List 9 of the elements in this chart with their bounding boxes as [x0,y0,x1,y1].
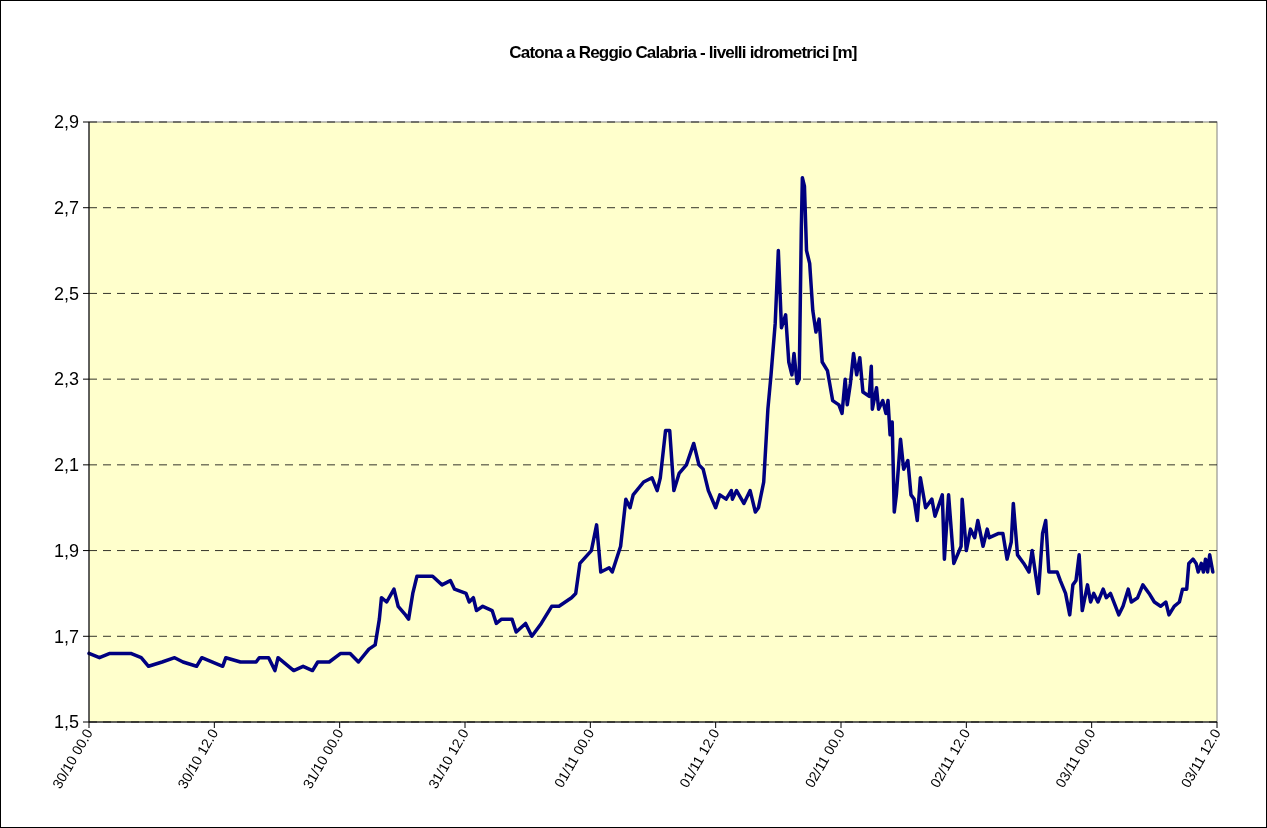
y-tick-label: 2,9 [53,112,79,133]
y-tick-label: 1,7 [53,626,79,647]
chart-title: Catona a Reggio Calabria - livelli idrometrici [m] [509,43,857,62]
y-tick-label: 2,1 [53,455,79,476]
y-tick-label: 2,5 [53,283,79,304]
y-tick-label: 1,5 [53,712,79,733]
y-tick-label: 2,7 [53,198,79,219]
y-tick-label: 2,3 [53,369,79,390]
y-tick-label: 1,9 [53,540,79,561]
